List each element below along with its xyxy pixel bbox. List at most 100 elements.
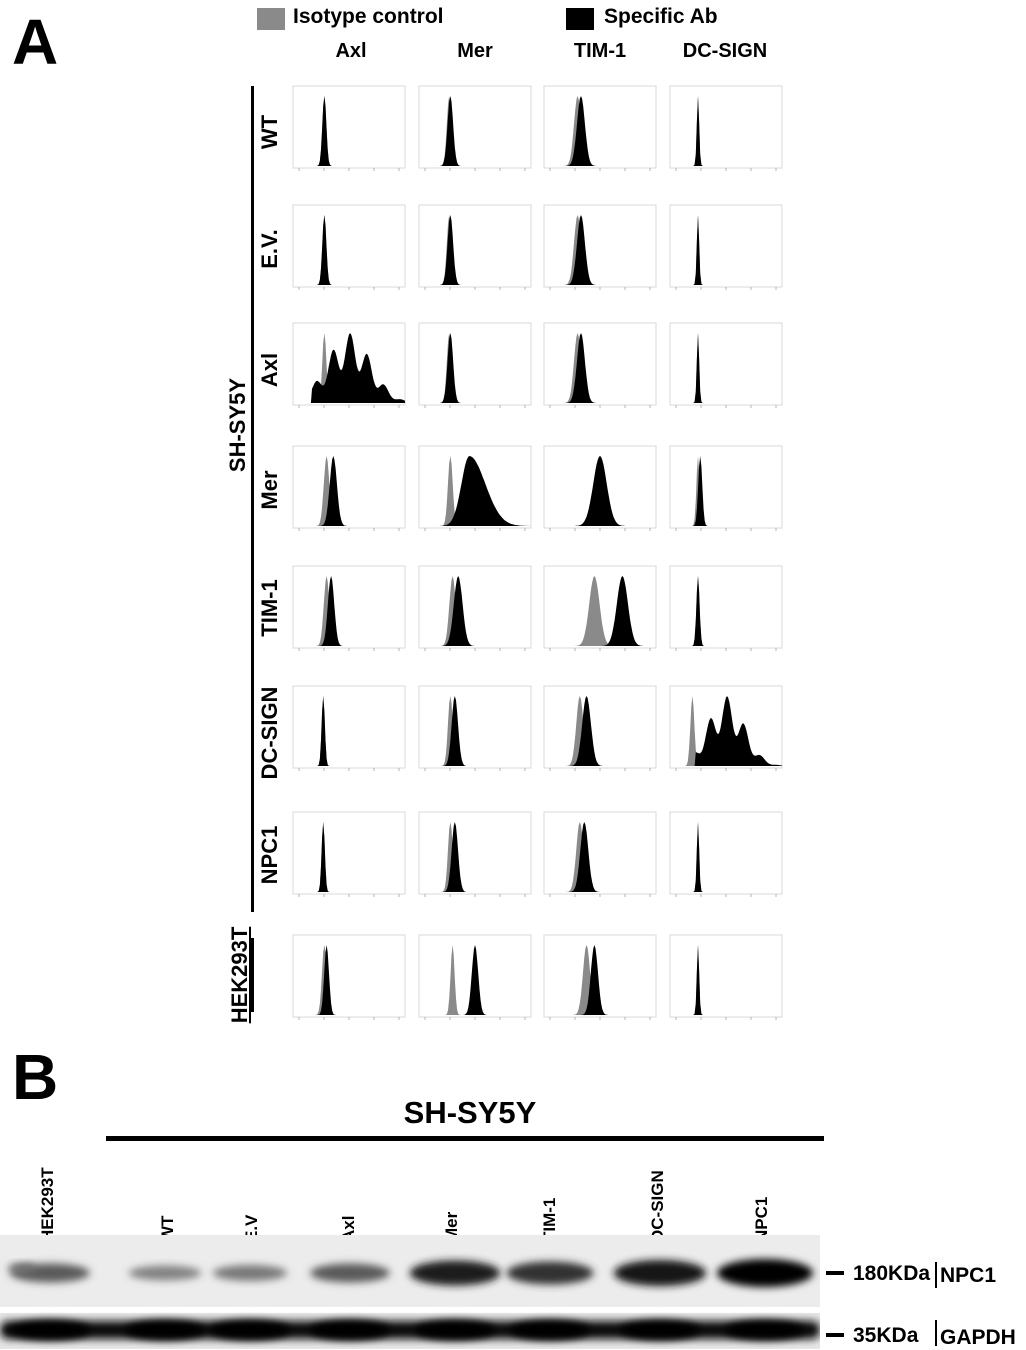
isotype-histogram — [293, 576, 405, 646]
histogram-frame — [418, 204, 532, 288]
isotype-histogram — [293, 456, 405, 526]
column-header-axl: Axl — [335, 40, 367, 62]
specific-histogram — [670, 822, 782, 892]
isotype-histogram — [544, 333, 656, 403]
gapdh-marker-divider — [935, 1320, 937, 1346]
specific-histogram — [670, 696, 782, 766]
panel-b-letter: B — [12, 1041, 59, 1113]
specific-histogram — [419, 215, 531, 285]
histogram-frame — [669, 204, 783, 288]
isotype-legend-label: Isotype control — [293, 5, 444, 28]
npc1-band — [506, 1261, 594, 1285]
isotype-histogram — [293, 945, 405, 1015]
npc1-band — [613, 1260, 707, 1286]
npc1-size-marker: 180KDa — [853, 1262, 931, 1285]
histogram-frame — [543, 811, 657, 895]
panel-a-letter: A — [12, 6, 59, 78]
isotype-histogram — [293, 215, 405, 285]
specific-histogram — [293, 945, 405, 1015]
specific-histogram — [419, 333, 531, 403]
isotype-histogram — [544, 822, 656, 892]
specific-histogram — [544, 215, 656, 285]
isotype-histogram — [293, 96, 405, 166]
specific-histogram — [544, 576, 656, 646]
isotype-histogram — [670, 215, 782, 285]
specific-swatch — [566, 8, 594, 30]
gapdh-band-label: GAPDH — [940, 1326, 1016, 1349]
histogram-frame — [292, 204, 406, 288]
histogram-frame — [418, 322, 532, 406]
gapdh-band — [0, 1321, 820, 1339]
specific-histogram — [670, 215, 782, 285]
specific-histogram — [419, 576, 531, 646]
specific-histogram — [670, 456, 782, 526]
specific-histogram — [670, 96, 782, 166]
isotype-histogram — [670, 822, 782, 892]
blot-group-line — [106, 1136, 824, 1141]
specific-histogram — [544, 822, 656, 892]
specific-histogram — [670, 945, 782, 1015]
npc1-band-label: NPC1 — [940, 1264, 997, 1287]
column-header-mer: Mer — [457, 40, 493, 62]
lane-label-hek293t: HEK293T — [38, 1167, 57, 1242]
histogram-frame — [543, 85, 657, 169]
specific-histogram — [293, 215, 405, 285]
npc1-band — [128, 1265, 202, 1281]
specific-histogram — [670, 576, 782, 646]
isotype-histogram — [419, 333, 531, 403]
western-blot — [0, 1235, 820, 1349]
gapdh-band — [620, 1320, 700, 1340]
npc1-marker-tick — [826, 1271, 844, 1275]
specific-histogram — [544, 333, 656, 403]
isotype-histogram — [670, 456, 782, 526]
histogram-frame — [543, 204, 657, 288]
histogram-frame — [543, 685, 657, 769]
histogram-frame — [292, 685, 406, 769]
npc1-band — [409, 1260, 501, 1286]
histogram-frame — [669, 85, 783, 169]
isotype-histogram — [670, 96, 782, 166]
isotype-histogram — [670, 945, 782, 1015]
gapdh-marker-tick — [826, 1333, 844, 1337]
npc1-marker-divider — [935, 1262, 937, 1288]
specific-histogram — [293, 822, 405, 892]
specific-histogram — [419, 696, 531, 766]
histogram-frame — [292, 565, 406, 649]
histogram-frame — [543, 322, 657, 406]
isotype-histogram — [544, 215, 656, 285]
specific-histogram — [544, 96, 656, 166]
isotype-histogram — [419, 96, 531, 166]
gapdh-band — [725, 1320, 805, 1340]
isotype-histogram — [293, 696, 405, 766]
column-header-tim1: TIM-1 — [573, 40, 627, 62]
histogram-frame — [418, 85, 532, 169]
hek293t-bracket — [251, 938, 254, 1012]
gapdh-band — [310, 1320, 390, 1340]
specific-histogram — [419, 456, 531, 526]
histogram-frame — [292, 445, 406, 529]
specific-histogram — [293, 576, 405, 646]
isotype-histogram — [419, 576, 531, 646]
histogram-frame — [669, 565, 783, 649]
specific-histogram — [544, 945, 656, 1015]
npc1-band — [212, 1265, 288, 1281]
flow-histogram-grid — [292, 85, 783, 1020]
npc1-band — [717, 1259, 813, 1287]
histogram-frame — [669, 934, 783, 1018]
isotype-histogram — [419, 822, 531, 892]
histogram-frame — [292, 811, 406, 895]
gapdh-size-marker: 35KDa — [853, 1324, 919, 1347]
specific-histogram — [419, 96, 531, 166]
isotype-swatch — [257, 8, 285, 30]
npc1-band — [310, 1263, 390, 1283]
isotype-histogram — [544, 696, 656, 766]
specific-histogram — [293, 96, 405, 166]
isotype-histogram — [544, 576, 656, 646]
gapdh-band — [125, 1320, 205, 1340]
specific-histogram — [293, 696, 405, 766]
specific-histogram — [293, 456, 405, 526]
histogram-frame — [669, 811, 783, 895]
histogram-frame — [292, 934, 406, 1018]
specific-histogram — [670, 333, 782, 403]
gapdh-band — [510, 1320, 590, 1340]
